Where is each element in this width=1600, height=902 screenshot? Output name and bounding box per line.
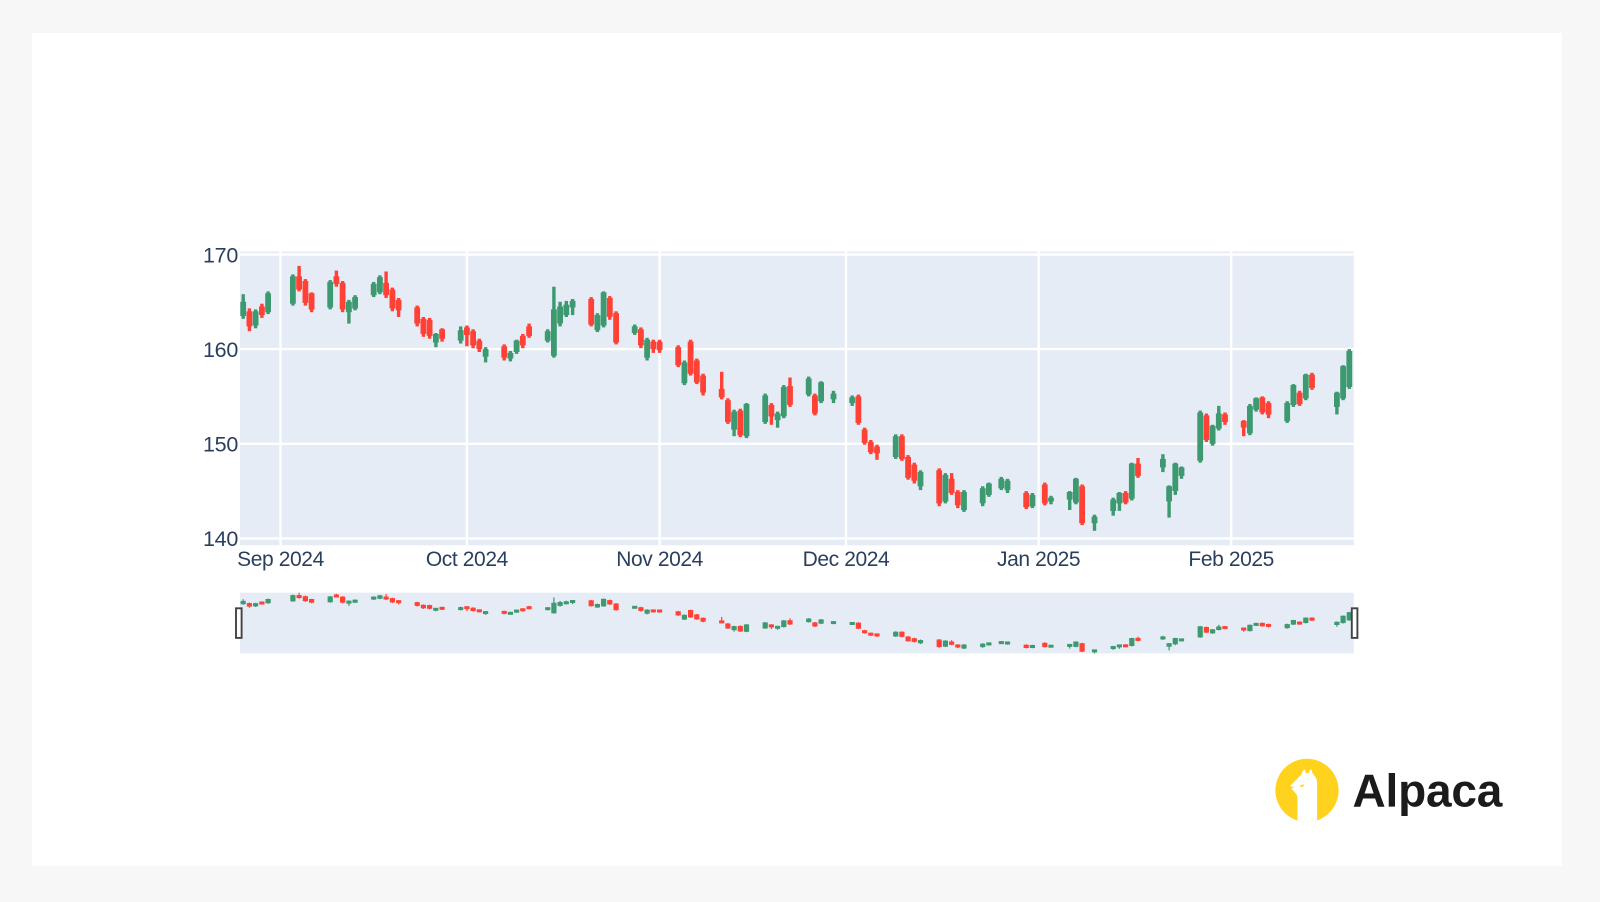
svg-text:Nov 2024: Nov 2024 (616, 548, 703, 571)
svg-text:140: 140 (203, 527, 238, 551)
svg-text:Oct 2024: Oct 2024 (426, 548, 509, 571)
svg-text:Alpaca: Alpaca (1353, 765, 1503, 817)
svg-text:150: 150 (203, 433, 238, 457)
svg-text:160: 160 (203, 338, 238, 362)
svg-text:Sep 2024: Sep 2024 (237, 548, 324, 571)
svg-text:170: 170 (203, 243, 238, 267)
svg-text:Jan 2025: Jan 2025 (997, 548, 1080, 571)
svg-text:Feb 2025: Feb 2025 (1188, 548, 1274, 571)
svg-text:Dec 2024: Dec 2024 (803, 548, 890, 571)
